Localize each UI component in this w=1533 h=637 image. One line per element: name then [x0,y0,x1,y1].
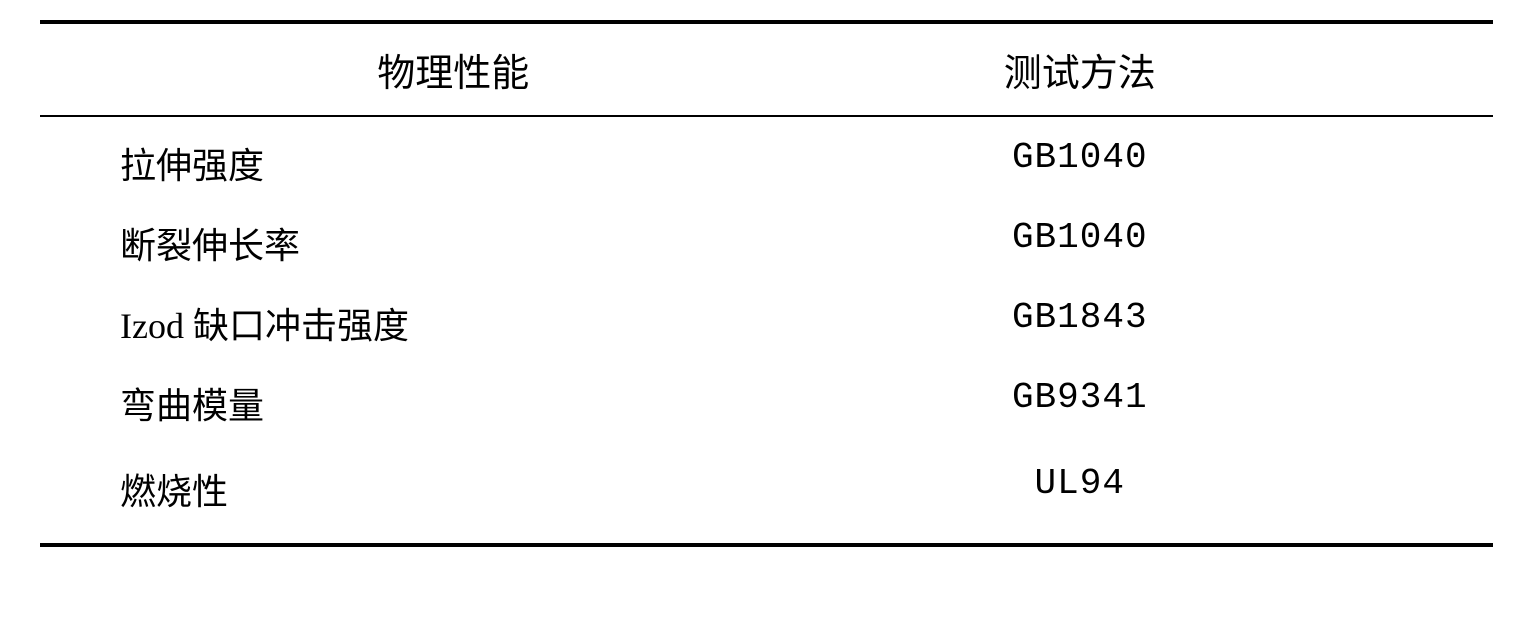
properties-table: 物理性能 测试方法 拉伸强度 GB1040 断裂伸长率 GB1040 Izod … [40,20,1493,547]
property-cell: Izod 缺口冲击强度 [40,297,767,349]
method-cell: GB9341 [767,377,1494,429]
table-header-row: 物理性能 测试方法 [40,20,1493,117]
property-cell: 拉伸强度 [40,137,767,189]
method-cell: GB1040 [767,137,1494,189]
property-cell: 断裂伸长率 [40,217,767,269]
header-method-column: 测试方法 [767,42,1494,97]
table-row: 断裂伸长率 GB1040 [40,197,1493,277]
property-cell: 弯曲模量 [40,377,767,429]
table-row: 燃烧性 UL94 [40,437,1493,523]
method-cell: UL94 [767,463,1494,515]
header-property-column: 物理性能 [40,42,767,97]
property-cell: 燃烧性 [40,463,767,515]
table-row: Izod 缺口冲击强度 GB1843 [40,277,1493,357]
table-row: 拉伸强度 GB1040 [40,117,1493,197]
method-cell: GB1843 [767,297,1494,349]
table-row: 弯曲模量 GB9341 [40,357,1493,437]
table-body: 拉伸强度 GB1040 断裂伸长率 GB1040 Izod 缺口冲击强度 GB1… [40,117,1493,547]
method-cell: GB1040 [767,217,1494,269]
